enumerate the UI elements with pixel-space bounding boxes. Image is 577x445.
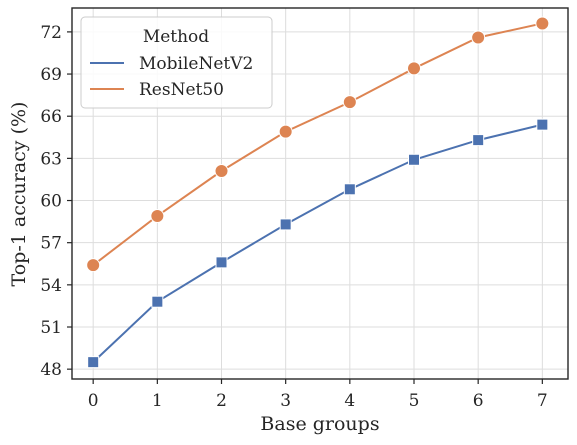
x-axis-ticks: 0 1 2 3 4 5 6 7 bbox=[88, 379, 548, 411]
point-resnet50-0 bbox=[86, 258, 101, 273]
x-axis-label: Base groups bbox=[260, 413, 379, 435]
x-tick-label-4: 4 bbox=[344, 391, 355, 411]
legend-label-mobilenetv2: MobileNetV2 bbox=[139, 54, 253, 74]
x-tick-label-3: 3 bbox=[280, 391, 291, 411]
y-tick-label-60: 60 bbox=[40, 192, 62, 212]
point-resnet50-6 bbox=[471, 30, 486, 45]
x-tick-label-6: 6 bbox=[473, 391, 484, 411]
y-axis-label: Top-1 accuracy (%) bbox=[8, 102, 30, 287]
point-mobilenetv2-3 bbox=[279, 218, 292, 231]
series-line-resnet50 bbox=[92, 22, 543, 266]
point-mobilenetv2-2 bbox=[215, 256, 228, 269]
x-tick-label-0: 0 bbox=[88, 391, 99, 411]
x-tick-label-1: 1 bbox=[152, 391, 163, 411]
point-resnet50-7 bbox=[535, 16, 550, 31]
series-line-mobilenetv2 bbox=[92, 123, 543, 363]
series-layer bbox=[86, 16, 550, 369]
point-resnet50-1 bbox=[150, 208, 165, 223]
y-tick-label-69: 69 bbox=[40, 65, 62, 85]
y-tick-label-66: 66 bbox=[40, 107, 62, 127]
y-tick-label-72: 72 bbox=[40, 23, 62, 43]
point-mobilenetv2-5 bbox=[408, 153, 421, 166]
x-tick-label-7: 7 bbox=[537, 391, 548, 411]
legend-title: Method bbox=[143, 27, 209, 47]
legend-label-resnet50: ResNet50 bbox=[139, 80, 224, 100]
point-mobilenetv2-0 bbox=[87, 356, 100, 369]
point-mobilenetv2-4 bbox=[343, 183, 356, 196]
legend-box bbox=[80, 16, 273, 109]
point-resnet50-5 bbox=[407, 61, 422, 76]
legend: Method MobileNetV2 ResNet50 bbox=[80, 16, 273, 109]
point-mobilenetv2-1 bbox=[151, 295, 164, 308]
y-tick-label-48: 48 bbox=[40, 360, 62, 380]
point-mobilenetv2-7 bbox=[536, 118, 549, 131]
y-tick-label-51: 51 bbox=[40, 318, 62, 338]
point-resnet50-3 bbox=[278, 124, 293, 139]
point-resnet50-4 bbox=[342, 95, 357, 110]
x-tick-label-5: 5 bbox=[409, 391, 420, 411]
y-tick-label-54: 54 bbox=[40, 276, 62, 296]
x-tick-label-2: 2 bbox=[216, 391, 227, 411]
y-tick-label-57: 57 bbox=[40, 234, 62, 254]
y-tick-label-63: 63 bbox=[40, 149, 62, 169]
point-resnet50-2 bbox=[214, 164, 229, 179]
plot-frame bbox=[71, 7, 569, 380]
y-axis-ticks: 48 51 54 57 60 63 66 69 72 bbox=[40, 23, 72, 380]
point-mobilenetv2-6 bbox=[472, 134, 485, 147]
